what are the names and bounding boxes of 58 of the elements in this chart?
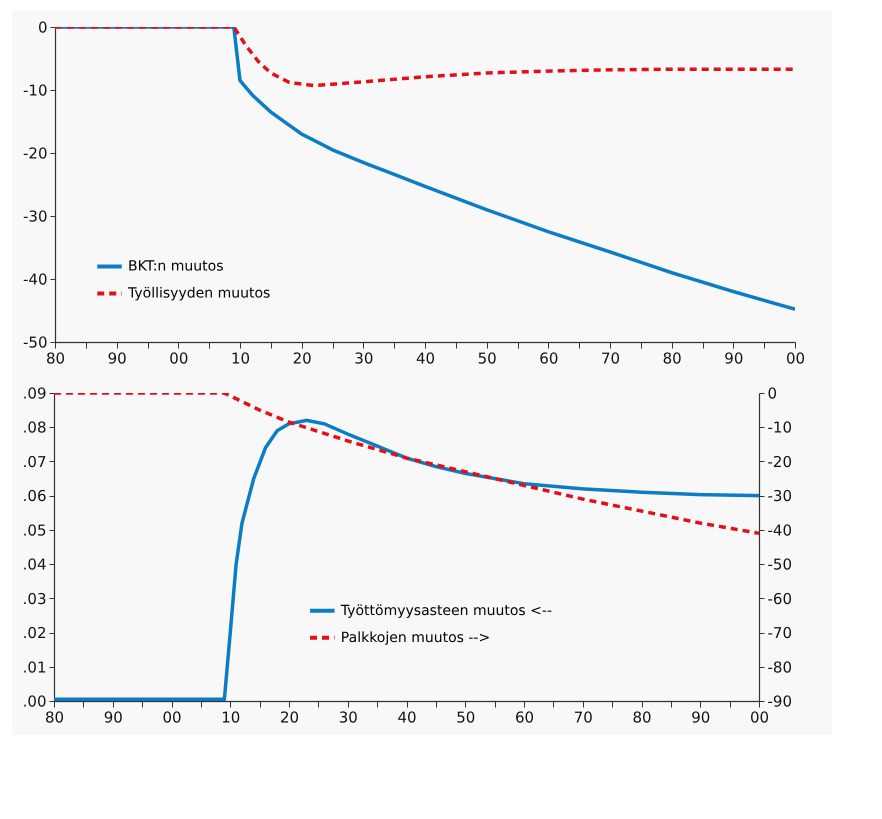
y2-tick-label: -30 <box>768 487 792 506</box>
x-tick-label: 70 <box>574 708 593 726</box>
y2-tick-label: -60 <box>768 590 792 608</box>
y2-tick-label: -10 <box>768 418 792 437</box>
y-tick-label: 0 <box>38 18 48 36</box>
line-series <box>55 27 795 88</box>
x-tick-label: 90 <box>691 708 710 726</box>
x-tick-label: 30 <box>354 350 374 368</box>
x-tick-label: 80 <box>662 350 682 368</box>
x-tick-label: 10 <box>221 708 240 726</box>
x-tick-label: 80 <box>632 708 652 726</box>
x-tick-label: 80 <box>46 350 66 368</box>
y-tick-label: .04 <box>22 556 46 574</box>
y-tick-label: .09 <box>22 384 46 402</box>
x-tick-label: 50 <box>478 350 497 368</box>
y-tick-label: .05 <box>22 521 46 540</box>
x-tick-label: 40 <box>397 708 417 726</box>
y2-tick-label: -90 <box>768 692 792 710</box>
x-tick-label: 90 <box>104 708 123 726</box>
x-tick-label: 20 <box>292 350 312 368</box>
x-tick-label: 00 <box>162 708 182 726</box>
line-series <box>54 393 759 536</box>
y2-tick-label: -80 <box>768 658 792 676</box>
y-tick-label: -10 <box>23 82 48 100</box>
x-tick-label: 80 <box>44 708 64 726</box>
x-tick-label: 00 <box>786 350 806 368</box>
x-tick-label: 10 <box>230 350 250 368</box>
y-tick-label: .03 <box>22 590 46 608</box>
x-tick-label: 70 <box>600 350 620 368</box>
y-tick-label: -40 <box>23 270 48 288</box>
x-tick-label: 60 <box>514 708 534 726</box>
legend-label: BKT:n muutos <box>128 258 224 274</box>
x-tick-label: 90 <box>724 350 744 368</box>
x-tick-label: 50 <box>456 708 476 726</box>
y-tick-label: -20 <box>23 144 48 162</box>
y-tick-label: .00 <box>22 692 46 710</box>
y-tick-label: -30 <box>23 208 48 226</box>
legend-label: Palkkojen muutos --> <box>340 630 490 646</box>
legend-label: Työttömyysasteen muutos <-- <box>340 602 552 619</box>
y-tick-label: .07 <box>22 452 46 471</box>
x-tick-label: 90 <box>108 350 127 368</box>
y2-tick-label: -20 <box>768 452 792 471</box>
y2-tick-label: -70 <box>768 624 792 642</box>
x-tick-label: 00 <box>169 350 188 368</box>
x-tick-label: 30 <box>338 708 358 726</box>
x-tick-label: 20 <box>280 708 300 726</box>
y-tick-label: .08 <box>22 418 46 437</box>
legend-label: Työllisyyden muutos <box>127 286 270 302</box>
y2-tick-label: -40 <box>768 521 792 540</box>
y-tick-label: .01 <box>22 658 46 676</box>
x-tick-label: 00 <box>750 708 770 726</box>
x-tick-label: 60 <box>539 350 558 368</box>
y-tick-label: .02 <box>22 624 46 642</box>
y-tick-label: .06 <box>22 487 46 506</box>
y2-tick-label: 0 <box>768 384 778 402</box>
x-tick-label: 40 <box>416 350 436 368</box>
y-tick-label: -50 <box>23 334 48 352</box>
y2-tick-label: -50 <box>768 556 792 574</box>
